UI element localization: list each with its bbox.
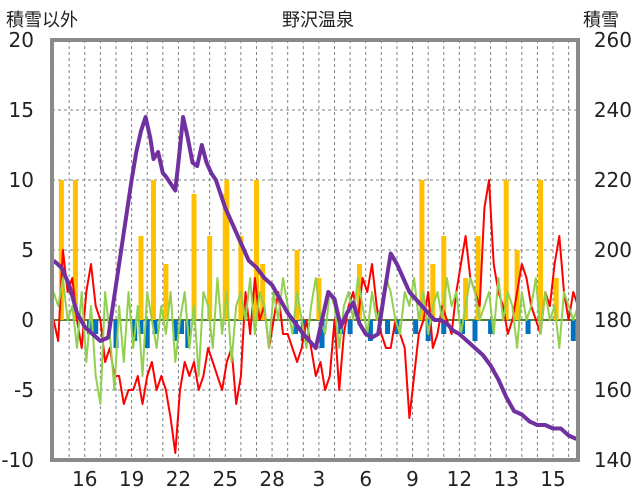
right-tick-label: 220 [594,168,632,192]
right-tick-label: 140 [594,448,632,472]
right-tick-label: 200 [594,238,632,262]
snowfall-bar [463,278,469,320]
left-tick-label: 5 [21,238,34,262]
negative_bars-bar [570,320,576,341]
snowfall-bar [191,194,197,320]
grid [52,40,578,460]
right-axis-label: 積雪 [583,10,619,31]
left-axis-label: 積雪以外 [6,10,78,31]
snowfall-bar [294,250,300,320]
snowfall-bar [238,236,244,320]
negative_bars-bar [367,320,373,341]
left-tick-label: -10 [1,448,34,472]
x-axis: 16 19 22 25 28 3 6 9 12 13 15 [72,467,566,491]
negative_bars-bar [347,320,353,334]
humidity_like-line [52,277,579,405]
snowfall-bar [430,264,436,320]
x-tick-label: 28 [259,467,284,491]
x-tick-label: 25 [213,467,238,491]
negative_bars-bar [292,320,298,334]
snowfall-bar [207,236,213,320]
snowfall-bar [538,180,544,320]
x-tick-label: 9 [406,467,419,491]
left-tick-label: 20 [9,28,34,52]
snowfall-bar [419,180,425,320]
snow_depth-line [52,115,578,441]
x-tick-label: 6 [359,467,372,491]
snowfall-bar [553,278,559,320]
snowfall-bar [503,180,509,320]
negative_bars-bar [525,320,531,334]
right-tick-label: 240 [594,98,632,122]
series-lines [52,115,579,454]
snowfall-bar [253,180,259,320]
left-tick-label: 15 [9,98,34,122]
negative_bars-bar [488,320,494,334]
x-tick-label: 15 [540,467,565,491]
x-tick-label: 12 [447,467,472,491]
temperature-line [52,179,579,454]
snowfall-bar [58,180,64,320]
negative_bars-bar [152,320,158,334]
x-tick-label: 13 [493,467,518,491]
negative_bars-bar [441,320,447,334]
chart-title: 野沢温泉 [282,10,354,31]
negative_bars-bar [113,320,119,348]
right-tick-label: 260 [594,28,632,52]
negative_bars-bar [413,320,419,334]
left-tick-label: 10 [9,168,34,192]
negative_bars-bar [138,320,144,334]
snowfall-bar [260,264,266,320]
negative_bars-bar [319,320,325,348]
snowfall-bar [514,250,520,320]
negative_bars-bar [144,320,150,348]
x-tick-label: 16 [72,467,97,491]
plot-frame [50,38,580,462]
negative_bars-bar [179,320,185,334]
left-axis: 20 15 10 5 0 -5 -10 [1,28,34,472]
right-tick-label: 160 [594,378,632,402]
right-axis: 260 240 220 200 180 160 140 [594,28,632,472]
right-tick-label: 180 [594,308,632,332]
snowfall-bar [72,180,78,320]
negative_bars-bar [472,320,478,341]
negative_bars-bar [93,320,99,334]
left-tick-label: 0 [21,308,34,332]
snowfall-bar [475,236,481,320]
snowfall-bar [441,236,447,320]
snowfall-bar [163,264,169,320]
snowfall-bar [138,236,144,320]
negative_bars-bar [385,320,391,334]
x-tick-label: 3 [313,467,326,491]
snowfall-bar [224,180,230,320]
negative_bars-bar [172,320,178,341]
left-tick-label: -5 [14,378,34,402]
x-tick-label: 19 [119,467,144,491]
x-tick-label: 22 [166,467,191,491]
snowfall-bar [150,180,156,320]
